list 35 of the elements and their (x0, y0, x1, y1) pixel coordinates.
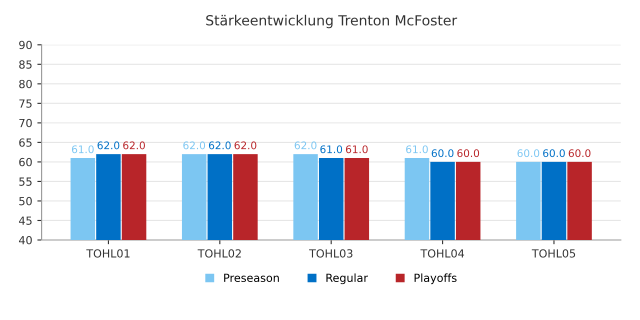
legend-label: Playoffs (414, 273, 457, 284)
data-label: 62.0 (183, 141, 206, 150)
data-label: 60.0 (543, 149, 565, 158)
x-tick-label: TOHL02 (198, 249, 241, 258)
data-label: 61.0 (406, 145, 428, 154)
data-label: 62.0 (98, 141, 120, 150)
y-tick-label: 45 (18, 216, 32, 225)
y-tick-label: 80 (19, 80, 32, 88)
data-label: 60.0 (568, 149, 590, 158)
y-tick-label: 90 (19, 40, 32, 50)
y-tick-label: 70 (19, 118, 32, 128)
data-label: 62.0 (123, 141, 145, 150)
data-label: 62.0 (208, 141, 231, 150)
data-label: 61.0 (346, 145, 368, 154)
data-label: 61.0 (72, 145, 94, 154)
legend-label: Preseason (224, 274, 279, 282)
chart-title: Stärkeentwicklung Trenton McFoster (206, 14, 458, 28)
x-tick-label: TOHL01 (86, 249, 130, 258)
y-tick-label: 50 (19, 196, 32, 206)
x-tick-label: TOHL04 (420, 249, 464, 258)
data-label: 62.0 (234, 141, 256, 150)
y-tick-label: 85 (19, 60, 32, 69)
data-label: 60.0 (457, 149, 480, 158)
y-tick-label: 40 (18, 236, 32, 244)
y-tick-label: 55 (19, 178, 32, 186)
y-tick-label: 65 (19, 138, 32, 147)
data-label: 60.0 (432, 149, 454, 158)
data-label: 62.0 (294, 141, 316, 150)
y-tick-label: 75 (19, 99, 32, 108)
x-tick-label: TOHL03 (309, 249, 352, 258)
legend-label: Regular (326, 273, 368, 284)
data-label: 61.0 (320, 145, 342, 154)
data-label: 60.0 (517, 149, 540, 158)
x-tick-label: TOHL05 (532, 249, 576, 258)
y-tick-label: 60 (19, 158, 32, 166)
